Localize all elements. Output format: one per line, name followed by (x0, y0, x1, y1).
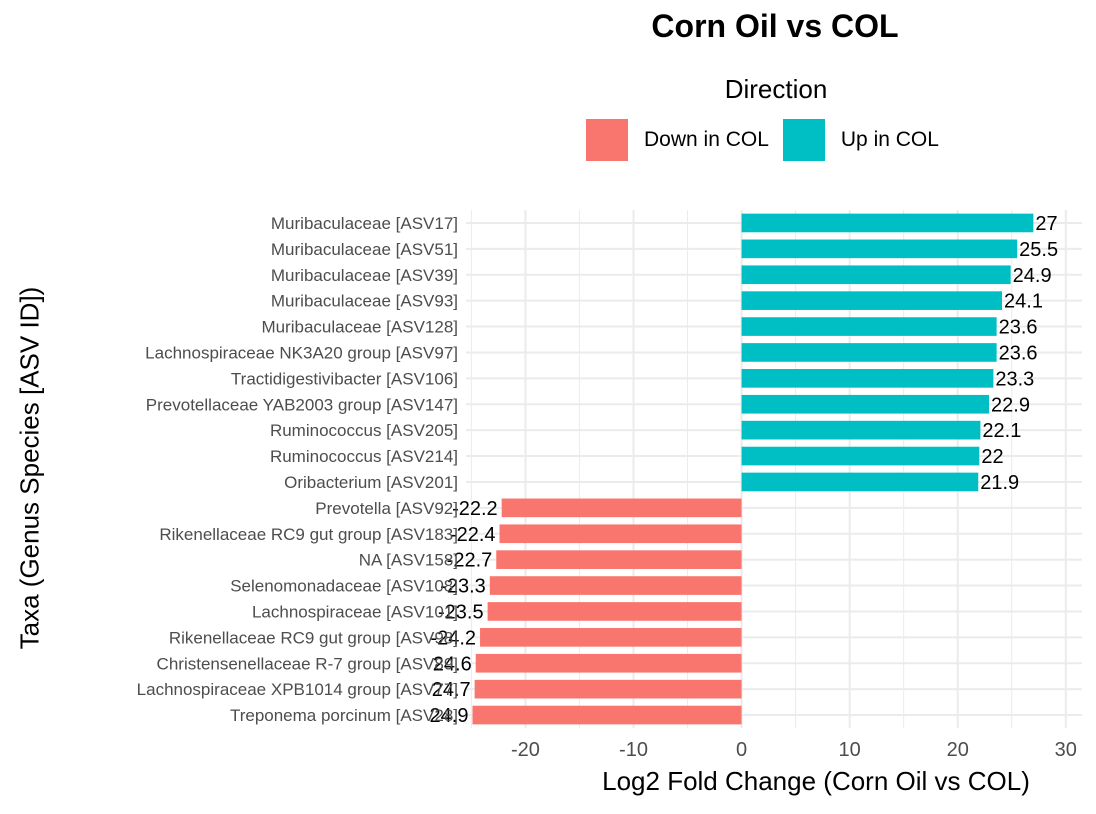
bar-up (741, 213, 1034, 233)
data-label: 24.1 (1004, 291, 1043, 313)
bar-up (741, 265, 1011, 285)
legend-item-down: Down in COL (586, 119, 769, 161)
data-label: -23.5 (438, 601, 484, 623)
y-tick-label: Lachnospiraceae XPB1014 group [ASV77] (137, 680, 458, 699)
bar-down (499, 524, 742, 544)
y-tick-label: Ruminococcus [ASV214] (270, 447, 458, 466)
bar-down (496, 550, 742, 569)
y-tick-label: Lachnospiraceae NK3A20 group [ASV97] (145, 343, 458, 362)
y-tick-label: Prevotellaceae YAB2003 group [ASV147] (146, 395, 458, 414)
data-label: -24.2 (430, 627, 476, 649)
data-label: 24.9 (430, 705, 469, 727)
bar-up (741, 291, 1003, 310)
y-tick-label: NA [ASV158] (359, 551, 458, 570)
x-tick-label: -10 (619, 739, 648, 761)
data-label: -22.7 (447, 550, 493, 572)
data-label: 25.5 (1019, 239, 1058, 261)
data-label: 24.7 (432, 679, 471, 701)
data-label: 23.6 (999, 342, 1038, 364)
y-tick-label: Treponema porcinum [ASV28] (230, 706, 458, 725)
data-label: 27 (1035, 213, 1057, 235)
bar-up (741, 239, 1018, 259)
y-tick-label: Rikenellaceae RC9 gut group [ASV183] (159, 525, 458, 544)
bar-down (474, 679, 742, 699)
bar-up (741, 446, 980, 466)
bar-down (501, 498, 742, 518)
data-label: -23.3 (440, 576, 486, 598)
data-label: 24.6 (433, 653, 472, 675)
data-label: 23.6 (999, 317, 1038, 339)
data-label: 21.9 (980, 472, 1019, 494)
y-tick-label: Prevotella [ASV92] (315, 499, 458, 518)
x-axis-title: Log2 Fold Change (Corn Oil vs COL) (602, 766, 1030, 796)
y-tick-label: Christensenellaceae R-7 group [ASV89] (157, 654, 458, 673)
x-tick-label: 30 (1055, 739, 1077, 761)
bar-up (741, 343, 997, 362)
y-tick-label: Muribaculaceae [ASV93] (271, 292, 458, 311)
y-tick-label: Ruminococcus [ASV205] (270, 421, 458, 440)
legend: Down in COL Up in COL (586, 119, 953, 161)
y-tick-label: Muribaculaceae [ASV39] (271, 266, 458, 285)
data-label: 24.9 (1013, 265, 1052, 287)
y-tick-label: Oribacterium [ASV201] (284, 473, 458, 492)
bar-up (741, 394, 990, 414)
y-tick-label: Lachnospiraceae [ASV101] (252, 602, 458, 621)
y-tick-label: Tractidigestivibacter [ASV106] (231, 369, 458, 388)
bar-up (741, 472, 979, 492)
x-tick-label: 10 (839, 739, 861, 761)
legend-label-up: Up in COL (840, 128, 939, 151)
bar-down (480, 628, 742, 647)
y-tick-label: Rikenellaceae RC9 gut group [ASV98] (169, 628, 458, 647)
legend-swatch-up (782, 119, 825, 161)
x-tick-label: 0 (736, 739, 747, 761)
y-tick-label: Muribaculaceae [ASV128] (261, 318, 458, 337)
y-tick-label: Muribaculaceae [ASV17] (271, 214, 458, 233)
y-tick-label: Selenomonadaceae [ASV108] (230, 577, 458, 596)
legend-item-up: Up in COL (782, 119, 939, 161)
data-label: 22.9 (991, 394, 1030, 416)
bar-up (741, 317, 997, 336)
data-label: 22.1 (982, 420, 1021, 442)
legend-title: Direction (724, 74, 828, 104)
bar-down (472, 705, 742, 725)
y-tick-label: Muribaculaceae [ASV51] (271, 240, 458, 259)
data-label: 22 (981, 446, 1003, 468)
bar-up (741, 369, 994, 388)
data-label: 23.3 (995, 368, 1034, 390)
bar-down (489, 576, 742, 595)
legend-label-down: Down in COL (644, 128, 769, 151)
bar-up (741, 420, 981, 440)
bar-down (487, 602, 742, 621)
chart-title: Corn Oil vs COL (651, 8, 899, 44)
x-tick-label: -20 (511, 739, 540, 761)
bar-down (475, 653, 742, 673)
x-tick-label: 20 (947, 739, 969, 761)
legend-swatch-down (586, 119, 628, 161)
data-label: -22.2 (452, 498, 498, 520)
data-label: -22.4 (450, 524, 496, 546)
